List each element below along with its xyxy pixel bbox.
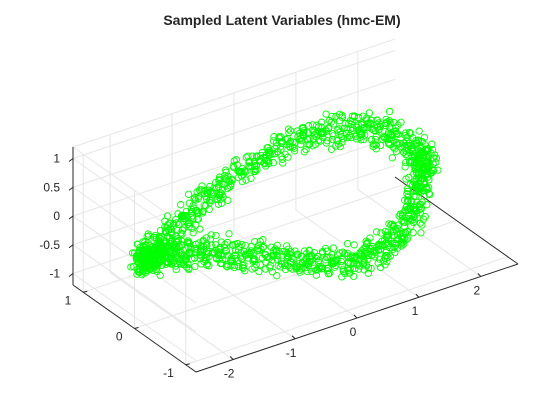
data-point xyxy=(268,244,274,250)
data-point xyxy=(368,137,374,143)
grid xyxy=(73,39,508,365)
x-tick-label: -2 xyxy=(224,367,235,381)
data-point xyxy=(351,242,357,248)
data-point xyxy=(389,155,395,161)
data-point xyxy=(330,245,336,251)
data-point xyxy=(287,128,293,134)
data-point xyxy=(344,241,350,247)
x-tick-label: 1 xyxy=(412,304,419,318)
y-tick-mark xyxy=(135,328,139,329)
data-point xyxy=(178,202,184,208)
z-tick-label: 1 xyxy=(53,152,60,166)
chart-title: Sampled Latent Variables (hmc-EM) xyxy=(163,12,400,28)
data-point xyxy=(318,119,324,125)
data-point xyxy=(323,111,329,117)
data-point xyxy=(286,130,292,136)
y-tick-mark xyxy=(83,291,87,292)
y-tick-label: 0 xyxy=(116,330,123,344)
x-tick-label: 2 xyxy=(474,283,481,297)
z-tick-label: -0.5 xyxy=(39,238,60,252)
data-point xyxy=(185,191,191,197)
data-point xyxy=(274,273,280,279)
data-point xyxy=(226,231,232,237)
data-point xyxy=(366,110,372,116)
data-point xyxy=(416,128,422,134)
z-tick-mark xyxy=(69,159,73,162)
x-tick-label: -1 xyxy=(286,346,297,360)
y-tick-mark xyxy=(186,364,190,365)
z-tick-label: 0 xyxy=(53,209,60,223)
x-tick-label: 0 xyxy=(350,325,357,339)
data-point xyxy=(213,232,219,238)
data-point xyxy=(350,273,356,279)
data-point xyxy=(402,164,408,170)
y-tick-label: 1 xyxy=(65,293,72,307)
data-point xyxy=(419,222,425,228)
y-tick-label: -1 xyxy=(163,366,174,380)
data-point xyxy=(367,235,373,241)
data-point xyxy=(373,229,379,235)
data-point xyxy=(386,108,392,114)
z-tick-label: -1 xyxy=(49,267,60,281)
data-point xyxy=(328,146,334,152)
z-tick-mark xyxy=(69,187,73,190)
data-point xyxy=(225,197,231,203)
z-tick-label: 0.5 xyxy=(43,180,60,194)
z-tick-mark xyxy=(69,245,73,248)
data-point xyxy=(435,167,441,173)
z-tick-mark xyxy=(69,274,73,277)
data-point xyxy=(256,268,262,274)
data-points xyxy=(128,108,441,280)
z-tick-mark xyxy=(69,216,73,219)
